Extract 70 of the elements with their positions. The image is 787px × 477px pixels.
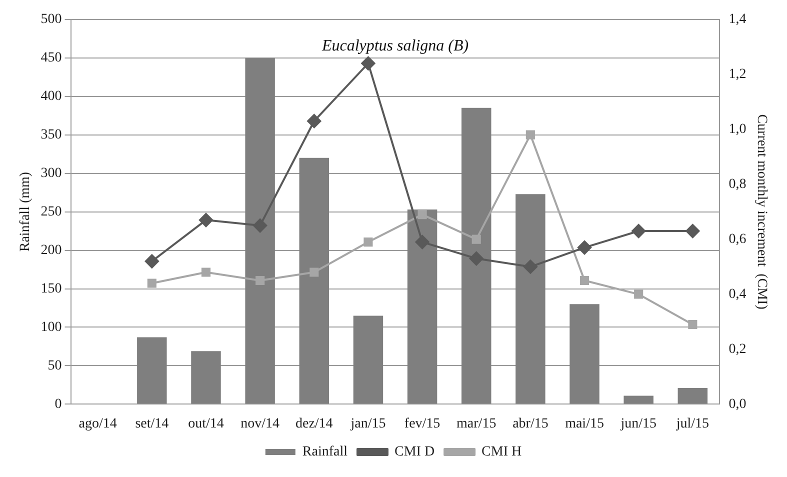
y2-tick-label: 0,6 xyxy=(728,232,746,247)
point xyxy=(634,290,644,299)
y2-tick-label: 0,8 xyxy=(728,176,746,192)
y-tick-label: 400 xyxy=(40,89,62,104)
bar xyxy=(461,108,492,404)
point xyxy=(632,224,646,238)
point xyxy=(144,254,159,268)
point xyxy=(469,252,484,266)
y-tick-label: 450 xyxy=(40,50,62,66)
bar xyxy=(353,316,384,404)
y-tick-label: 150 xyxy=(40,281,62,296)
point xyxy=(472,234,481,244)
bar xyxy=(678,388,708,404)
bar xyxy=(516,194,546,404)
point xyxy=(580,276,590,286)
bar xyxy=(137,337,167,404)
point xyxy=(686,224,700,238)
y2-tick-label: 1,0 xyxy=(728,122,746,138)
point xyxy=(361,56,376,70)
x-tick-label: nov/14 xyxy=(240,416,280,432)
y2-axis-title: Current monthly increment (CMI) xyxy=(754,114,769,310)
y-tick-label: 200 xyxy=(40,242,62,258)
point xyxy=(307,114,322,128)
x-tick-label: ago/14 xyxy=(78,416,117,432)
y-tick-label: 50 xyxy=(48,358,62,374)
point xyxy=(415,235,430,250)
point xyxy=(256,276,265,286)
bar xyxy=(245,58,275,404)
y2-tick-label: 1,4 xyxy=(728,12,746,28)
legend-label: Rainfall xyxy=(302,444,348,460)
y2-tick-label: 0,4 xyxy=(728,286,746,302)
legend-label: CMI D xyxy=(394,444,435,460)
point xyxy=(578,240,592,255)
y-tick-label: 250 xyxy=(40,204,62,220)
point xyxy=(523,260,538,274)
bar xyxy=(191,351,221,404)
legend-label: CMI H xyxy=(482,444,522,460)
y-axis-title: Rainfall (mm) xyxy=(18,172,34,252)
bar xyxy=(299,158,330,404)
point xyxy=(201,268,211,277)
bar xyxy=(624,396,654,404)
x-tick-label: set/14 xyxy=(135,416,169,432)
x-tick-label: fev/15 xyxy=(404,416,440,432)
y-tick-label: 500 xyxy=(40,12,62,28)
bar xyxy=(407,209,438,404)
x-tick-label: jun/15 xyxy=(620,416,656,432)
bar xyxy=(570,304,600,404)
x-tick-label: mai/15 xyxy=(565,416,604,432)
y-tick-label: 350 xyxy=(40,128,62,143)
x-tick-label: jan/15 xyxy=(350,416,386,432)
point xyxy=(198,213,213,228)
y2-tick-label: 0,2 xyxy=(728,342,746,357)
x-tick-label: jul/15 xyxy=(675,416,709,432)
y2-tick-label: 1,2 xyxy=(728,67,746,82)
text: Eucalyptus saligna (B) xyxy=(320,38,469,55)
point xyxy=(526,130,535,140)
x-tick-label: dez/14 xyxy=(295,416,333,432)
point xyxy=(688,320,698,330)
y-tick-label: 300 xyxy=(40,166,62,181)
point xyxy=(418,210,427,220)
x-tick-label: mar/15 xyxy=(456,416,496,432)
point xyxy=(310,268,319,277)
point xyxy=(147,278,156,288)
point xyxy=(253,218,268,233)
x-tick-label: out/14 xyxy=(188,416,224,432)
y2-tick-label: 0,0 xyxy=(728,396,746,412)
point xyxy=(364,238,373,247)
y-tick-label: 0 xyxy=(54,396,62,412)
x-tick-label: abr/15 xyxy=(512,416,548,432)
y-tick-label: 100 xyxy=(40,320,62,335)
